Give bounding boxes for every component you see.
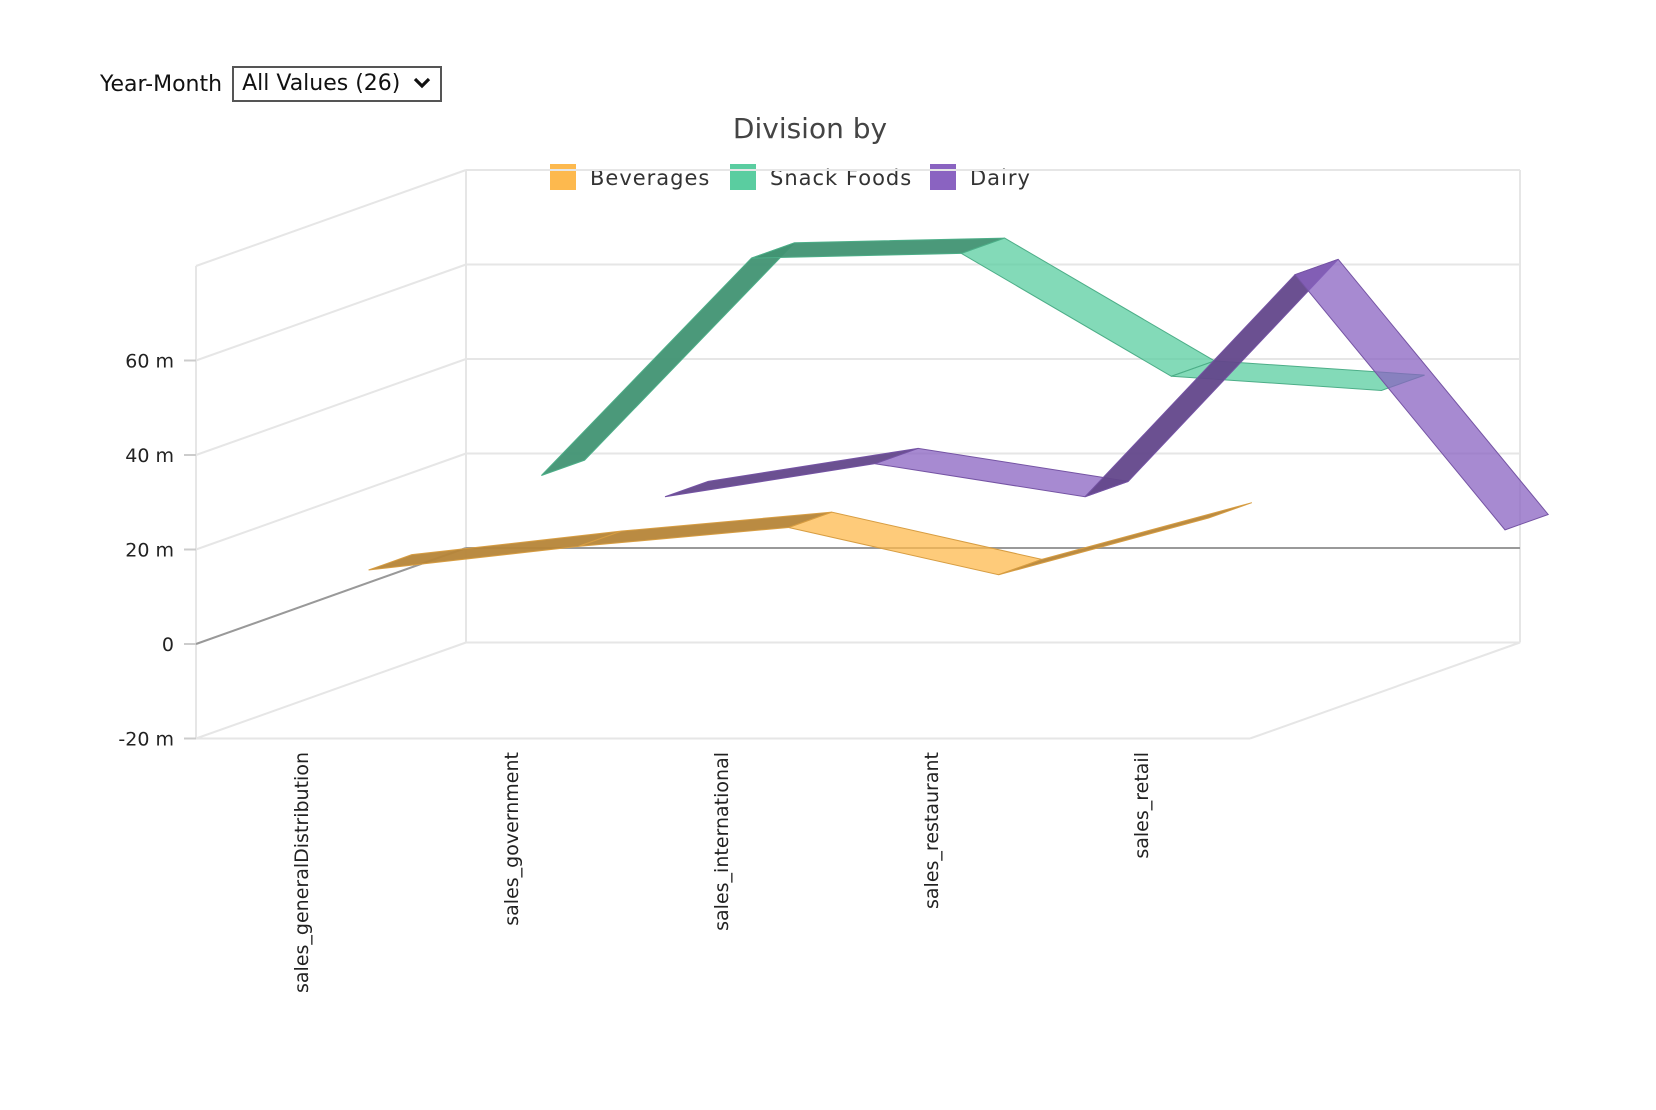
ribbon-segment <box>368 530 622 571</box>
x-axis: sales_generalDistribution sales_governmen… <box>291 752 1153 993</box>
ribbon-segment <box>874 447 1129 498</box>
y-tick-label: 40 m <box>125 445 174 467</box>
legend-item[interactable]: Beverages <box>550 164 710 190</box>
chart-title: Division by <box>733 112 887 145</box>
ribbon-segment <box>664 447 919 498</box>
year-month-select[interactable]: All Values (26) <box>232 66 443 102</box>
y-tick-label: 0 <box>162 634 174 656</box>
chevron-down-icon <box>414 77 431 89</box>
legend-swatch <box>930 164 956 190</box>
x-tick-label: sales_international <box>711 752 733 931</box>
legend-swatch <box>550 164 576 190</box>
y-tick-label: 60 m <box>125 351 174 373</box>
gridline-side <box>195 358 467 456</box>
filter-bar: Year-Month All Values (26) <box>100 66 443 102</box>
gridline-side <box>195 169 467 267</box>
legend-item[interactable]: Snack Foods <box>730 164 912 190</box>
year-month-label: Year-Month <box>100 71 223 97</box>
series-beverages <box>368 502 1252 576</box>
year-month-select-value: All Values (26) <box>242 71 401 96</box>
x-tick-label: sales_generalDistribution <box>291 752 313 993</box>
x-tick-label: sales_restaurant <box>921 752 943 909</box>
legend: Beverages Snack Foods Dairy <box>550 164 1031 190</box>
plot-area <box>368 237 1550 576</box>
series-snack-foods <box>541 237 1425 476</box>
gridline-side <box>195 641 467 740</box>
series-dairy <box>664 258 1550 531</box>
ribbon-segment <box>960 237 1216 377</box>
ribbon-segment <box>998 502 1252 576</box>
floor-edge <box>1249 641 1521 740</box>
gridline-side <box>195 263 467 362</box>
x-tick-label: sales_retail <box>1131 752 1153 859</box>
ribbon-segment <box>578 511 832 547</box>
legend-item[interactable]: Dairy <box>930 164 1031 190</box>
x-tick-label: sales_government <box>501 752 523 926</box>
ribbon-segment <box>1294 258 1550 531</box>
y-tick-label: -20 m <box>118 729 174 751</box>
legend-swatch <box>730 164 756 190</box>
y-axis: -20 m 0 20 m 40 m 60 m <box>118 351 196 751</box>
ribbon-segment <box>786 511 1044 576</box>
gridline-side <box>195 452 467 551</box>
y-tick-label: 20 m <box>125 540 174 562</box>
